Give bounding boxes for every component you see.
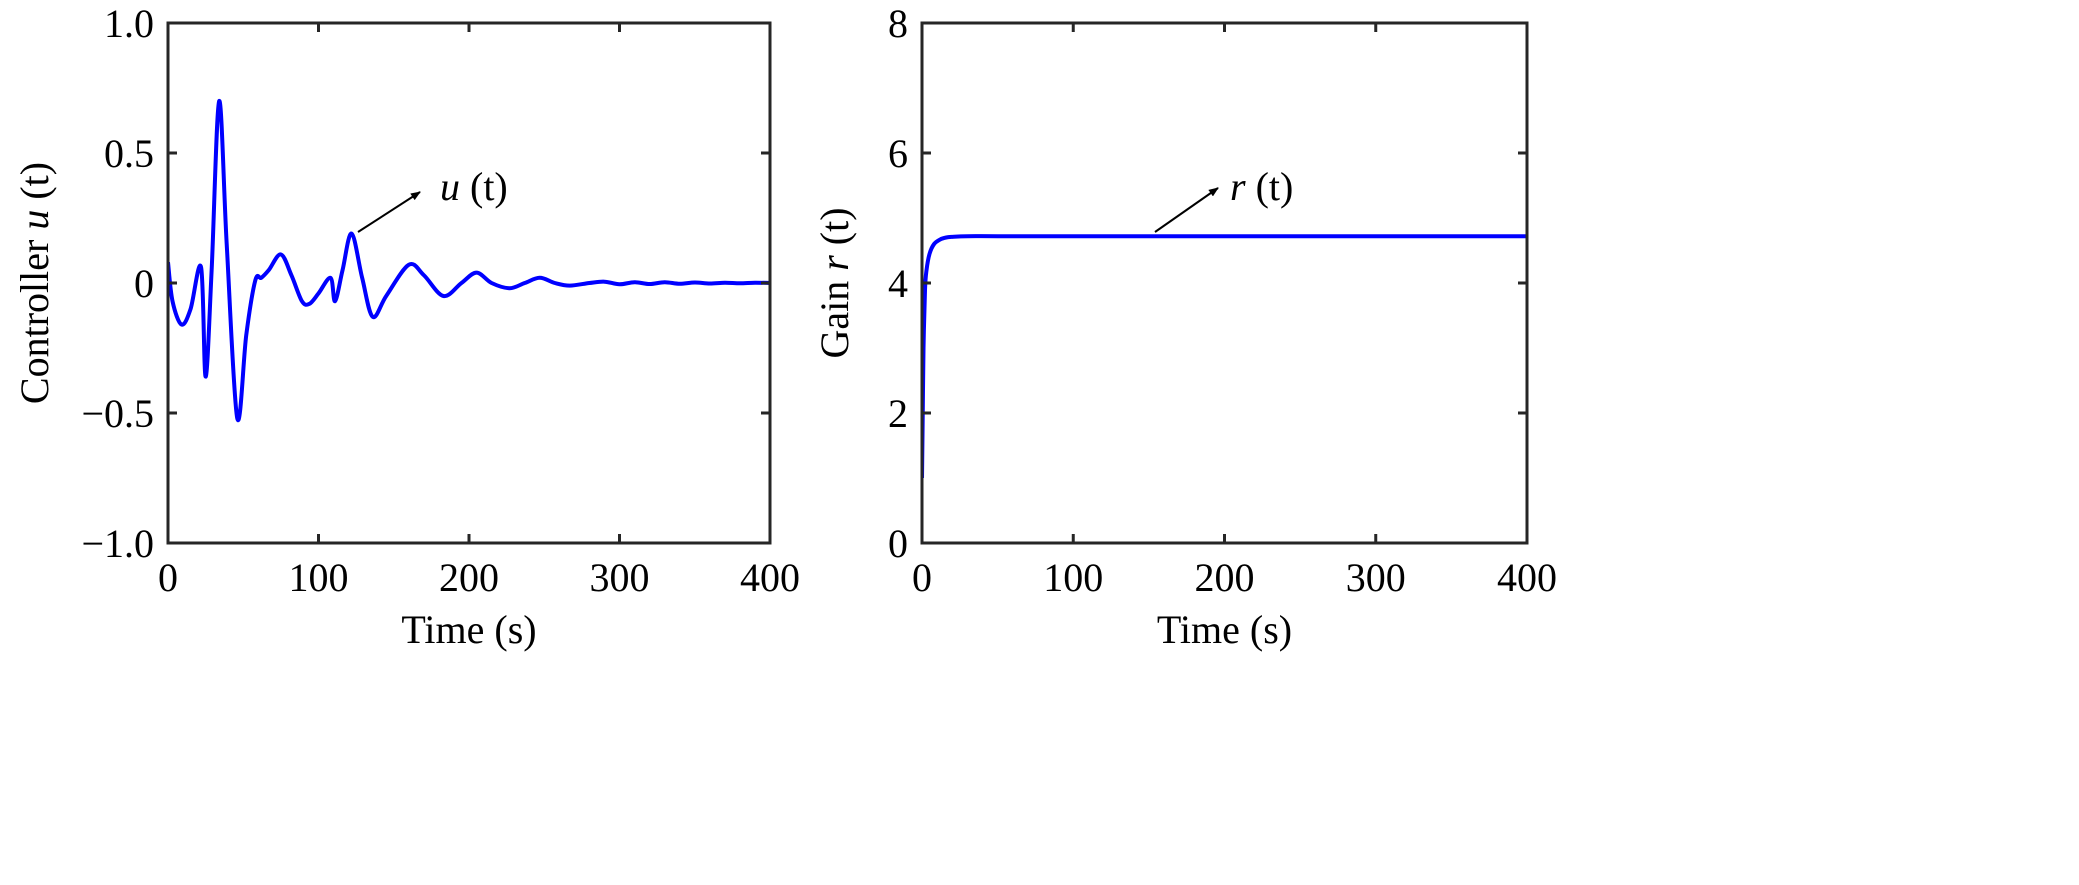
x-tick-label: 300 [590, 555, 650, 600]
x-axis-label: Time (s) [1157, 607, 1292, 652]
controller-plot: 0 100 200 300 400 −1.0 −0.5 0 0.5 1.0 Time (s) Cont… [12, 1, 800, 652]
y-tick-label: 4 [888, 261, 908, 306]
y-tick-label: 2 [888, 391, 908, 436]
y-tick-label: −0.5 [81, 391, 154, 436]
x-tick-label: 0 [158, 555, 178, 600]
x-tick-label: 100 [289, 555, 349, 600]
y-tick-label: 0.5 [104, 131, 154, 176]
y-axis-label: Gain r (t) [812, 207, 857, 358]
y-label-ylabel_suffix: (t) [812, 207, 857, 255]
x-tick-label: 100 [1043, 555, 1103, 600]
y-tick-label: 0 [888, 521, 908, 566]
annotation-label: r (t) [1230, 164, 1293, 209]
x-tick-label: 300 [1346, 555, 1406, 600]
annotation-label: u (t) [440, 164, 508, 209]
y-tick-label: −1.0 [81, 521, 154, 566]
annotation-arrow [1154, 187, 1219, 233]
annotation-rest: (t) [460, 164, 508, 209]
x-tick-label: 400 [740, 555, 800, 600]
series-line-rt [922, 234, 1527, 479]
x-tick-label: 200 [1195, 555, 1255, 600]
x-axis-label: Time (s) [401, 607, 536, 652]
x-tick-label: 200 [439, 555, 499, 600]
x-tick-label: 0 [912, 555, 932, 600]
y-label-ylabel_var: r [812, 255, 857, 271]
y-label-ylabel_prefix: Controller [12, 230, 57, 404]
annotation-var: u [440, 164, 460, 209]
y-tick-label: 8 [888, 1, 908, 46]
y-label-ylabel_prefix: Gain [812, 271, 857, 359]
y-label-ylabel_var: u [12, 210, 57, 230]
y-tick-label: 1.0 [104, 1, 154, 46]
axes-frame [920, 21, 1529, 545]
y-label-ylabel_suffix: (t) [12, 162, 57, 210]
series-line-ut [168, 98, 770, 423]
y-axis-label: Controller u (t) [12, 162, 57, 404]
x-tick-label: 400 [1497, 555, 1557, 600]
annotation-arrow [357, 191, 421, 233]
annotation-var: r [1230, 164, 1246, 209]
y-tick-label: 6 [888, 131, 908, 176]
annotation-rest: (t) [1246, 164, 1294, 209]
y-tick-label: 0 [134, 261, 154, 306]
